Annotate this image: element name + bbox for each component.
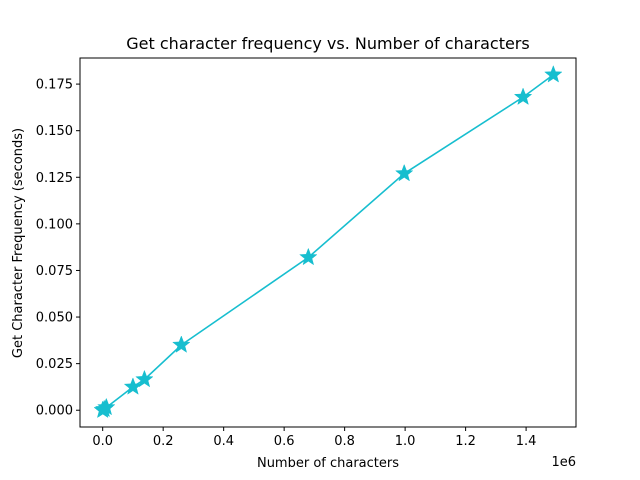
y-tick-label: 0.175	[36, 78, 73, 93]
x-tick-label: 1.2	[455, 434, 476, 449]
x-tick-label: 0.0	[92, 434, 113, 449]
star-data-point	[123, 377, 143, 395]
x-axis-label: Number of characters	[257, 456, 399, 471]
star-data-point	[97, 397, 116, 416]
chart-title: Get character frequency vs. Number of ch…	[126, 34, 529, 53]
star-data-point	[135, 369, 154, 388]
x-tick-label: 0.6	[274, 434, 295, 449]
y-tick-label: 0.025	[36, 357, 73, 372]
x-tick-label: 0.4	[213, 434, 234, 449]
y-tick-label: 0.150	[36, 124, 73, 139]
y-tick-label: 0.100	[36, 217, 73, 232]
y-tick-label: 0.125	[36, 171, 73, 186]
x-tick-label: 1.0	[395, 434, 416, 449]
axes-frame	[79, 57, 577, 428]
y-tick-label: 0.000	[36, 404, 73, 419]
star-data-point	[299, 247, 318, 266]
x-tick-label: 1.4	[516, 434, 537, 449]
star-data-point	[172, 335, 191, 353]
y-tick-label: 0.050	[36, 311, 73, 326]
series-layer	[93, 65, 563, 419]
x-axis-offset-label: 1e6	[551, 455, 576, 470]
x-tick-label: 0.2	[153, 434, 174, 449]
star-data-point	[513, 87, 533, 105]
x-axis-ticks: 0.0 0.2 0.4 0.6 0.8 1.0 1.2 1.4	[92, 427, 536, 449]
y-axis-ticks: 0.000 0.025 0.050 0.075 0.100 0.125 0.150 0.175	[36, 78, 80, 419]
star-data-point	[394, 163, 414, 182]
y-axis-label: Get Character Frequency (seconds)	[11, 128, 26, 358]
y-tick-label: 0.075	[36, 264, 73, 279]
x-tick-label: 0.8	[334, 434, 355, 449]
series-line	[102, 74, 554, 411]
star-data-point	[544, 65, 563, 83]
